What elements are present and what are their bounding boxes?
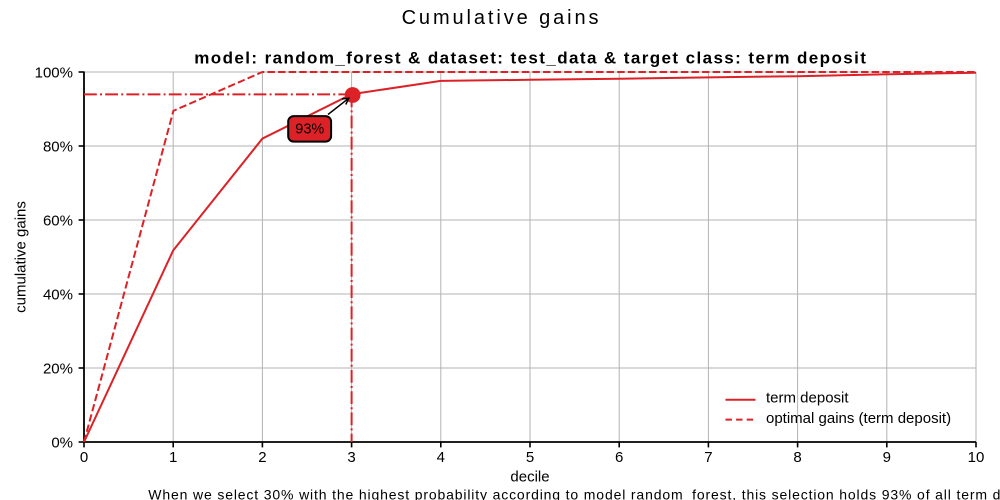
- svg-text:10: 10: [968, 449, 985, 466]
- svg-text:3: 3: [347, 449, 355, 466]
- svg-text:60%: 60%: [43, 212, 73, 229]
- svg-text:8: 8: [793, 449, 801, 466]
- svg-text:40%: 40%: [43, 286, 73, 303]
- svg-text:7: 7: [704, 449, 712, 466]
- svg-text:2: 2: [258, 449, 266, 466]
- svg-text:model: random_forest & dataset: model: random_forest & dataset: test_dat…: [194, 49, 867, 68]
- svg-text:term deposit: term deposit: [766, 390, 849, 407]
- svg-text:Cumulative gains: Cumulative gains: [402, 7, 602, 29]
- svg-text:93%: 93%: [295, 121, 324, 137]
- svg-text:1: 1: [169, 449, 177, 466]
- svg-text:4: 4: [437, 449, 445, 466]
- svg-text:optimal gains (term deposit): optimal gains (term deposit): [766, 410, 951, 427]
- svg-text:5: 5: [526, 449, 534, 466]
- svg-text:80%: 80%: [43, 138, 73, 155]
- svg-text:0%: 0%: [51, 434, 73, 451]
- svg-text:6: 6: [615, 449, 623, 466]
- svg-text:0: 0: [80, 449, 88, 466]
- svg-text:cumulative gains: cumulative gains: [13, 201, 30, 313]
- svg-text:decile: decile: [510, 468, 549, 485]
- svg-text:9: 9: [883, 449, 891, 466]
- svg-text:20%: 20%: [43, 360, 73, 377]
- svg-text:100%: 100%: [35, 64, 73, 81]
- svg-text:When we select 30% with the hi: When we select 30% with the highest prob…: [148, 486, 1000, 500]
